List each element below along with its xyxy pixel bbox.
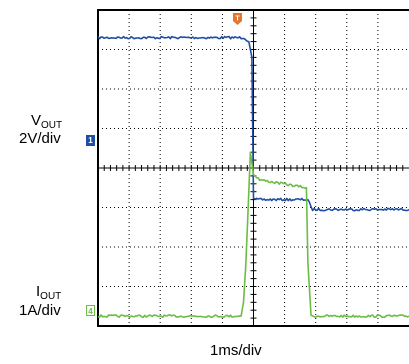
ch1-name-sub: OUT xyxy=(41,120,63,131)
ch1-name-label: VOUT xyxy=(31,112,62,134)
traces xyxy=(97,35,409,319)
trace-vout xyxy=(97,35,409,212)
ch4-name-base: I xyxy=(36,283,41,300)
plot-border xyxy=(97,9,409,327)
ch4-name-sub: OUT xyxy=(40,291,62,302)
ch1-marker-label: 1 xyxy=(88,136,93,145)
ch1-name-base: V xyxy=(31,112,42,129)
trigger-marker-label: T xyxy=(235,16,240,23)
ch4-marker: 4 xyxy=(86,305,95,316)
ch4-name-label: IOUT xyxy=(36,283,61,305)
trigger-marker: T xyxy=(233,13,242,25)
ch4-marker-label: 4 xyxy=(88,307,93,316)
timebase-label: 1ms/div xyxy=(210,342,262,359)
trace-iout xyxy=(97,151,409,319)
ch4-scale-label: 1A/div xyxy=(19,302,61,319)
ch1-marker: 1 xyxy=(86,135,95,146)
ch1-scale-label: 2V/div xyxy=(19,130,61,147)
trigger-marker-shape: T xyxy=(233,13,242,25)
